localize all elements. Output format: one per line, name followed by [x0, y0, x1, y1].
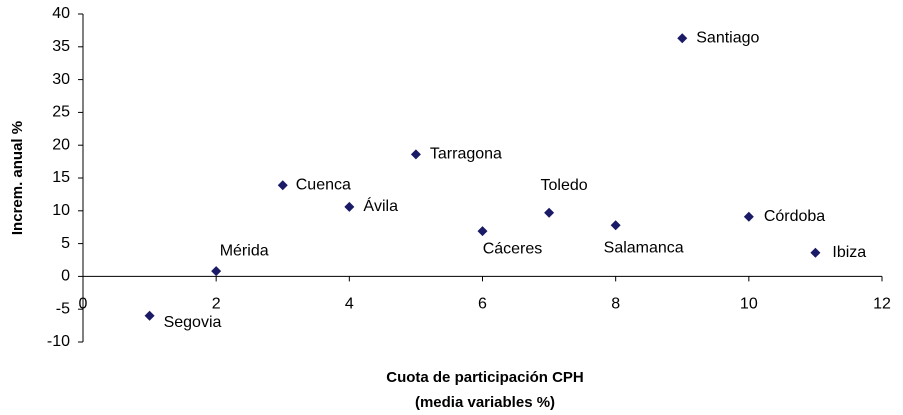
point-label: Santiago [696, 29, 759, 46]
point [277, 180, 288, 191]
y-tick-label: 5 [61, 235, 70, 252]
x-tick-label: 12 [873, 296, 891, 313]
y-tick-label: 10 [52, 202, 70, 219]
y-tick-label: 0 [61, 268, 70, 285]
point-label: Salamanca [604, 239, 684, 256]
point-label: Mérida [220, 242, 269, 259]
point [810, 247, 821, 258]
point-label: Segovia [164, 314, 222, 331]
point [211, 266, 222, 277]
y-axis-title: Increm. anual % [9, 121, 26, 235]
x-tick-label: 10 [740, 296, 758, 313]
point [610, 220, 621, 231]
point-label: Cáceres [483, 240, 543, 257]
point-label: Tarragona [430, 146, 502, 163]
y-tick-label: 40 [52, 5, 70, 22]
point [144, 310, 155, 321]
point [677, 33, 688, 44]
y-tick-label: 15 [52, 169, 70, 186]
point [477, 226, 488, 237]
y-tick-label: 20 [52, 136, 70, 153]
point-label: Ávila [363, 196, 398, 215]
x-axis-title: Cuota de participación CPH [386, 369, 584, 386]
point-label: Cuenca [296, 176, 351, 193]
y-tick-label: 25 [52, 104, 70, 121]
x-tick-label: 4 [345, 296, 354, 313]
x-tick-label: 0 [79, 296, 88, 313]
x-tick-label: 2 [212, 296, 221, 313]
point [743, 211, 754, 222]
x-tick-label: 6 [478, 296, 487, 313]
point [544, 207, 555, 218]
x-tick-label: 8 [611, 296, 620, 313]
y-tick-label: 35 [52, 38, 70, 55]
y-tick-label: -10 [47, 333, 70, 350]
point [344, 201, 355, 212]
point-label: Ibiza [832, 244, 866, 261]
point-label: Toledo [541, 177, 588, 194]
x-axis-title: (media variables %) [415, 394, 555, 411]
point-label: Córdoba [764, 208, 825, 225]
y-tick-label: -5 [56, 300, 70, 317]
point [410, 149, 421, 160]
y-tick-label: 30 [52, 71, 70, 88]
